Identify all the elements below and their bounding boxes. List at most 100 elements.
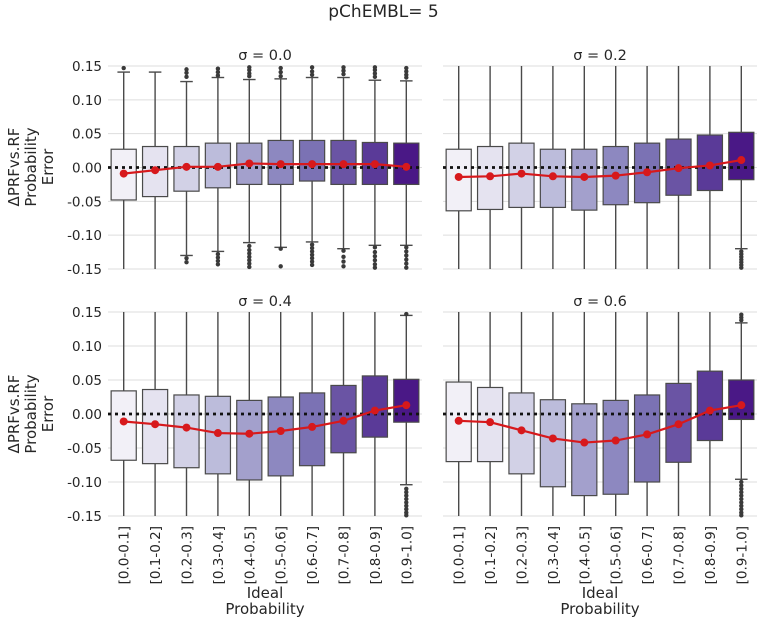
mean-point bbox=[611, 436, 620, 445]
x-axis-label: Probability bbox=[560, 600, 639, 618]
x-axis-label: Ideal bbox=[247, 584, 284, 602]
mean-point bbox=[151, 166, 160, 175]
outlier-point bbox=[247, 247, 252, 253]
x-tick-label: [0.6-0.7] bbox=[640, 526, 656, 584]
outlier-point bbox=[309, 262, 315, 268]
x-tick-label: [0.2-0.3] bbox=[180, 526, 196, 584]
outlier-point bbox=[309, 245, 315, 251]
outlier-point bbox=[372, 65, 378, 70]
outlier-point bbox=[215, 66, 221, 71]
outlier-point bbox=[404, 513, 409, 518]
mean-line bbox=[458, 158, 742, 179]
box bbox=[393, 378, 420, 423]
outlier-point bbox=[739, 496, 744, 502]
mean-point bbox=[339, 160, 348, 169]
y-tick-label: -0.10 bbox=[67, 228, 102, 244]
y-tick-label: 0.10 bbox=[72, 93, 102, 109]
outlier-point bbox=[278, 65, 283, 71]
panel-0: -0.15 -0.10 -0.05 0.00 0.05 0.10 0.15 σ = 0.0 bbox=[67, 48, 422, 278]
y-axis-label-line: Error bbox=[39, 148, 57, 185]
outlier-point bbox=[404, 245, 409, 250]
outlier-point bbox=[404, 72, 409, 77]
outlier-point bbox=[739, 483, 744, 488]
outlier-point bbox=[372, 258, 378, 263]
mean-point bbox=[308, 160, 317, 169]
subplot-title: σ = 0.2 bbox=[573, 48, 627, 64]
mean-point bbox=[119, 169, 128, 178]
outlier-point bbox=[247, 71, 252, 76]
x-tick-label: [0.3-0.4] bbox=[546, 526, 562, 584]
box bbox=[298, 139, 326, 182]
x-tick-label: [0.8-0.9] bbox=[703, 526, 719, 584]
outlier-point bbox=[372, 245, 378, 250]
y-tick-label: 0.15 bbox=[72, 305, 102, 321]
y-tick-label: -0.05 bbox=[67, 441, 102, 457]
outlier-point bbox=[341, 68, 346, 73]
mean-point bbox=[454, 172, 463, 181]
outlier-point bbox=[739, 265, 744, 270]
outlier-point bbox=[404, 311, 409, 317]
mean-point bbox=[517, 169, 526, 178]
subplot-title: σ = 0.6 bbox=[573, 294, 627, 310]
x-tick-label: [0.7-0.8] bbox=[337, 526, 353, 584]
y-tick-label: -0.10 bbox=[67, 475, 102, 491]
x-tick-label: [0.5-0.6] bbox=[609, 526, 625, 584]
y-tick-label: -0.15 bbox=[67, 262, 102, 278]
outlier-point bbox=[121, 65, 126, 71]
outlier-point bbox=[739, 479, 744, 485]
mean-point bbox=[705, 406, 714, 415]
mean-point bbox=[611, 171, 620, 180]
outlier-point bbox=[247, 251, 252, 256]
outlier-point bbox=[372, 74, 378, 80]
x-tick-label: [0.5-0.6] bbox=[274, 526, 290, 584]
mean-point bbox=[402, 162, 411, 171]
y-tick-label: 0.05 bbox=[72, 127, 102, 143]
mean-point bbox=[213, 162, 222, 171]
outlier-point bbox=[184, 260, 189, 265]
outlier-point bbox=[278, 69, 283, 75]
outlier-point bbox=[404, 490, 409, 495]
y-tick-label: 0.10 bbox=[72, 339, 102, 355]
outlier-point bbox=[404, 486, 409, 491]
outlier-point bbox=[184, 255, 189, 261]
outlier-point bbox=[278, 73, 283, 79]
mean-point bbox=[308, 422, 317, 431]
subplot-title: σ = 0.4 bbox=[238, 294, 292, 310]
y-tick-label: 0.05 bbox=[72, 373, 102, 389]
outlier-point bbox=[278, 264, 283, 269]
x-tick-label: [0.6-0.7] bbox=[305, 526, 321, 584]
outlier-point bbox=[341, 71, 346, 77]
outlier-point bbox=[739, 503, 744, 508]
y-axis-label-line: ΔPRFvs.RF bbox=[5, 128, 23, 207]
outlier-point bbox=[739, 500, 744, 505]
mean-point bbox=[705, 161, 714, 170]
outlier-point bbox=[372, 262, 378, 267]
panel-3: σ = 0.6 [0.0-0.1] [0.1-0.2] [0.2-0.3] [0.3-0… bbox=[443, 294, 757, 584]
x-tick-label: [0.0-0.1] bbox=[117, 526, 133, 584]
outlier-point bbox=[247, 254, 252, 260]
outlier-point bbox=[739, 312, 744, 317]
outlier-point bbox=[215, 262, 221, 267]
outlier-point bbox=[404, 265, 409, 270]
panel-2: -0.15 -0.10 -0.05 0.00 0.05 0.10 0.15 σ = 0.4 [0… bbox=[67, 294, 422, 584]
box bbox=[728, 131, 755, 181]
panel-1: σ = 0.2 bbox=[443, 48, 757, 270]
outlier-point bbox=[247, 264, 252, 270]
x-tick-label: [0.4-0.5] bbox=[577, 526, 593, 584]
box bbox=[236, 399, 263, 481]
y-tick-label: 0.00 bbox=[72, 407, 102, 423]
outlier-point bbox=[309, 252, 315, 257]
y-tick-label: -0.05 bbox=[67, 194, 102, 210]
box bbox=[110, 390, 137, 461]
mean-line bbox=[123, 404, 407, 435]
outlier-point bbox=[309, 69, 315, 74]
outlier-point bbox=[739, 513, 744, 518]
outlier-point bbox=[247, 65, 252, 70]
x-tick-label: [0.2-0.3] bbox=[515, 526, 531, 584]
mean-point bbox=[580, 172, 589, 181]
outlier-point bbox=[215, 69, 221, 75]
box bbox=[267, 396, 294, 477]
mean-point bbox=[276, 160, 285, 169]
outlier-point bbox=[372, 249, 378, 255]
